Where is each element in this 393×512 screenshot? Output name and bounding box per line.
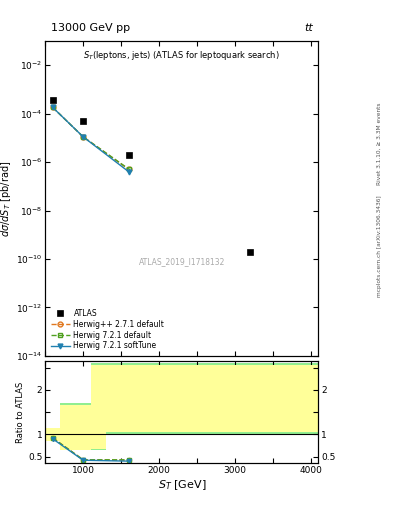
Line: ATLAS: ATLAS: [49, 97, 253, 255]
ATLAS: [81, 118, 86, 124]
Legend: ATLAS, Herwig++ 2.7.1 default, Herwig 7.2.1 default, Herwig 7.2.1 softTune: ATLAS, Herwig++ 2.7.1 default, Herwig 7.…: [49, 307, 166, 352]
Text: ATLAS_2019_I1718132: ATLAS_2019_I1718132: [139, 257, 225, 266]
ATLAS: [248, 249, 252, 255]
ATLAS: [50, 97, 55, 103]
Text: 13000 GeV pp: 13000 GeV pp: [51, 23, 130, 33]
Y-axis label: Ratio to ATLAS: Ratio to ATLAS: [16, 381, 25, 443]
X-axis label: $S_T$ [GeV]: $S_T$ [GeV]: [158, 478, 206, 492]
Y-axis label: $d\sigma/dS_T$ [pb/rad]: $d\sigma/dS_T$ [pb/rad]: [0, 160, 13, 237]
Text: $S_T$(leptons, jets) (ATLAS for leptoquark search): $S_T$(leptons, jets) (ATLAS for leptoqua…: [83, 49, 280, 62]
Text: mcplots.cern.ch [arXiv:1306.3436]: mcplots.cern.ch [arXiv:1306.3436]: [377, 195, 382, 296]
Text: Rivet 3.1.10, ≥ 3.3M events: Rivet 3.1.10, ≥ 3.3M events: [377, 102, 382, 185]
Text: tt: tt: [304, 23, 313, 33]
ATLAS: [126, 152, 131, 158]
